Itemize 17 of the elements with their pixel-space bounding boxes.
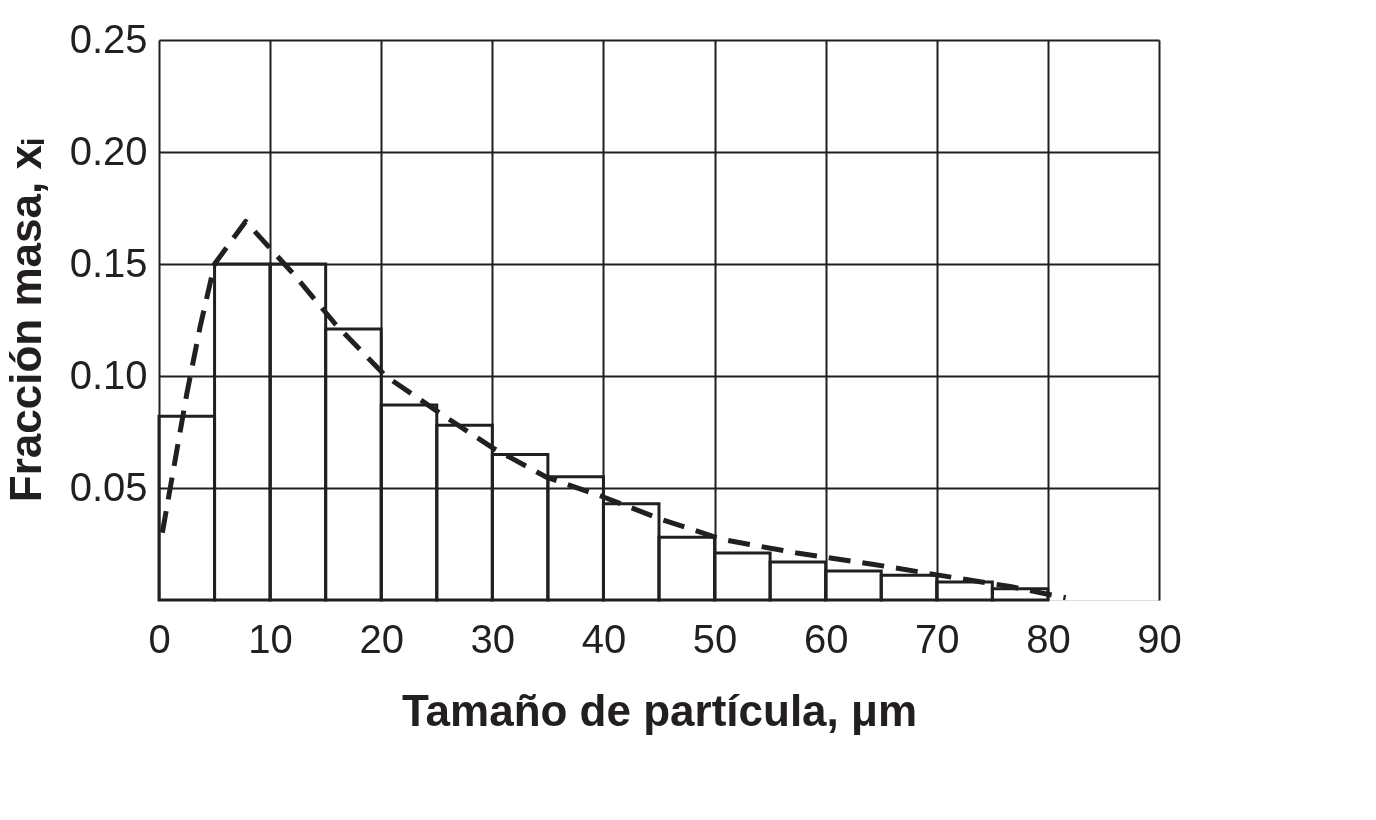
x-tick-label: 30: [470, 616, 516, 661]
y-axis-title: Fracción masa, xᵢ: [0, 138, 50, 503]
x-tick-label: 10: [248, 616, 293, 661]
x-tick-label: 70: [915, 616, 960, 661]
x-tick-label: 60: [803, 616, 849, 661]
y-tick-label: 0.05: [69, 464, 148, 509]
x-tick-label: 40: [581, 616, 627, 661]
x-tick-label: 90: [1137, 616, 1182, 661]
x-tick-label: 20: [359, 616, 404, 661]
x-tick-label: 0: [148, 616, 171, 661]
x-tick-label: 50: [692, 616, 738, 661]
x-tick-label: 80: [1026, 616, 1071, 661]
y-tick-label: 0.25: [69, 16, 148, 61]
x-axis-title: Tamaño de partícula, μm: [401, 685, 918, 735]
y-tick-label: 0.20: [69, 128, 148, 173]
y-tick-label: 0.10: [69, 352, 148, 397]
y-tick-label: 0.15: [69, 240, 148, 285]
